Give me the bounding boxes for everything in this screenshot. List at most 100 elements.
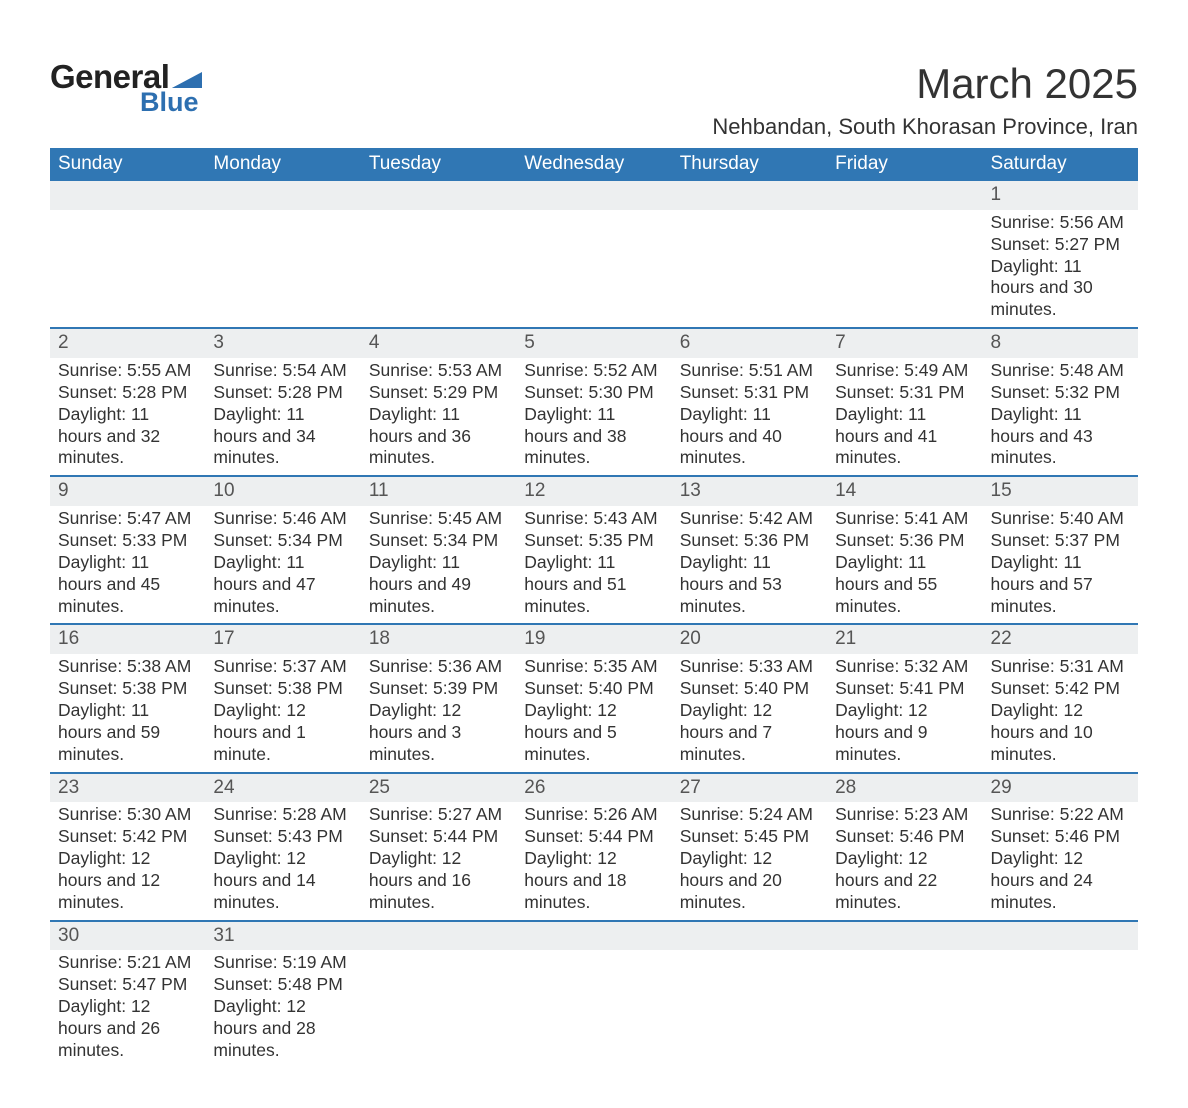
daylight-line: Daylight: 11 hours and 49 minutes. [369,552,508,618]
sunrise-line: Sunrise: 5:42 AM [680,508,819,530]
calendar-thead: SundayMondayTuesdayWednesdayThursdayFrid… [50,148,1138,181]
daylight-line: Daylight: 12 hours and 20 minutes. [680,848,819,914]
day-number-bar: 22 [983,623,1138,654]
daylight-line: Daylight: 11 hours and 34 minutes. [213,404,352,470]
sunset-line: Sunset: 5:27 PM [991,234,1130,256]
day-number-bar [205,181,360,210]
calendar-cell: 4Sunrise: 5:53 AMSunset: 5:29 PMDaylight… [361,327,516,475]
sunrise-line: Sunrise: 5:21 AM [58,952,197,974]
sunset-line: Sunset: 5:36 PM [680,530,819,552]
day-body: Sunrise: 5:53 AMSunset: 5:29 PMDaylight:… [361,358,516,475]
daylight-line: Daylight: 12 hours and 1 minute. [213,700,352,766]
daylight-line: Daylight: 12 hours and 18 minutes. [524,848,663,914]
daylight-line: Daylight: 12 hours and 26 minutes. [58,996,197,1062]
daylight-line: Daylight: 11 hours and 51 minutes. [524,552,663,618]
day-body: Sunrise: 5:54 AMSunset: 5:28 PMDaylight:… [205,358,360,475]
day-number-bar [672,920,827,951]
day-number-bar: 14 [827,475,982,506]
day-body: Sunrise: 5:27 AMSunset: 5:44 PMDaylight:… [361,802,516,919]
calendar-cell: 19Sunrise: 5:35 AMSunset: 5:40 PMDayligh… [516,623,671,771]
day-number-bar: 25 [361,772,516,803]
sunset-line: Sunset: 5:38 PM [58,678,197,700]
sunrise-line: Sunrise: 5:51 AM [680,360,819,382]
day-body: Sunrise: 5:24 AMSunset: 5:45 PMDaylight:… [672,802,827,919]
calendar-cell: 31Sunrise: 5:19 AMSunset: 5:48 PMDayligh… [205,920,360,1068]
calendar-cell: 12Sunrise: 5:43 AMSunset: 5:35 PMDayligh… [516,475,671,623]
header-row: General Blue March 2025 Nehbandan, South… [50,60,1138,140]
calendar-cell: 15Sunrise: 5:40 AMSunset: 5:37 PMDayligh… [983,475,1138,623]
page-title: March 2025 [712,60,1138,108]
daylight-line: Daylight: 12 hours and 7 minutes. [680,700,819,766]
sunset-line: Sunset: 5:37 PM [991,530,1130,552]
day-number-bar: 8 [983,327,1138,358]
calendar-row: 2Sunrise: 5:55 AMSunset: 5:28 PMDaylight… [50,327,1138,475]
sunrise-line: Sunrise: 5:32 AM [835,656,974,678]
sunrise-line: Sunrise: 5:40 AM [991,508,1130,530]
daylight-line: Daylight: 11 hours and 38 minutes. [524,404,663,470]
daylight-line: Daylight: 11 hours and 32 minutes. [58,404,197,470]
calendar-cell: 25Sunrise: 5:27 AMSunset: 5:44 PMDayligh… [361,772,516,920]
sunrise-line: Sunrise: 5:23 AM [835,804,974,826]
day-number-bar: 28 [827,772,982,803]
day-body: Sunrise: 5:31 AMSunset: 5:42 PMDaylight:… [983,654,1138,771]
sunrise-line: Sunrise: 5:38 AM [58,656,197,678]
weekday-header: Monday [205,148,360,181]
sunrise-line: Sunrise: 5:55 AM [58,360,197,382]
calendar-row: 9Sunrise: 5:47 AMSunset: 5:33 PMDaylight… [50,475,1138,623]
sunset-line: Sunset: 5:33 PM [58,530,197,552]
calendar-table: SundayMondayTuesdayWednesdayThursdayFrid… [50,148,1138,1068]
day-body: Sunrise: 5:55 AMSunset: 5:28 PMDaylight:… [50,358,205,475]
sunset-line: Sunset: 5:44 PM [524,826,663,848]
sunrise-line: Sunrise: 5:19 AM [213,952,352,974]
day-number-bar [361,181,516,210]
day-number-bar [827,920,982,951]
day-body [516,210,671,218]
weekday-header: Friday [827,148,982,181]
calendar-cell [361,181,516,327]
page-root: General Blue March 2025 Nehbandan, South… [0,0,1188,1108]
calendar-cell: 6Sunrise: 5:51 AMSunset: 5:31 PMDaylight… [672,327,827,475]
calendar-cell: 29Sunrise: 5:22 AMSunset: 5:46 PMDayligh… [983,772,1138,920]
day-number-bar: 6 [672,327,827,358]
daylight-line: Daylight: 11 hours and 43 minutes. [991,404,1130,470]
sunrise-line: Sunrise: 5:53 AM [369,360,508,382]
calendar-cell: 10Sunrise: 5:46 AMSunset: 5:34 PMDayligh… [205,475,360,623]
daylight-line: Daylight: 12 hours and 10 minutes. [991,700,1130,766]
day-number-bar: 7 [827,327,982,358]
sunrise-line: Sunrise: 5:49 AM [835,360,974,382]
day-body: Sunrise: 5:46 AMSunset: 5:34 PMDaylight:… [205,506,360,623]
day-body: Sunrise: 5:52 AMSunset: 5:30 PMDaylight:… [516,358,671,475]
day-body [672,210,827,218]
calendar-tbody: 1Sunrise: 5:56 AMSunset: 5:27 PMDaylight… [50,181,1138,1068]
sunrise-line: Sunrise: 5:24 AM [680,804,819,826]
daylight-line: Daylight: 11 hours and 47 minutes. [213,552,352,618]
day-body: Sunrise: 5:38 AMSunset: 5:38 PMDaylight:… [50,654,205,771]
sunrise-line: Sunrise: 5:54 AM [213,360,352,382]
day-body: Sunrise: 5:36 AMSunset: 5:39 PMDaylight:… [361,654,516,771]
day-body: Sunrise: 5:28 AMSunset: 5:43 PMDaylight:… [205,802,360,919]
calendar-cell: 30Sunrise: 5:21 AMSunset: 5:47 PMDayligh… [50,920,205,1068]
sunset-line: Sunset: 5:46 PM [835,826,974,848]
calendar-cell: 27Sunrise: 5:24 AMSunset: 5:45 PMDayligh… [672,772,827,920]
sunset-line: Sunset: 5:44 PM [369,826,508,848]
day-number-bar [983,920,1138,951]
sunset-line: Sunset: 5:42 PM [58,826,197,848]
calendar-row: 30Sunrise: 5:21 AMSunset: 5:47 PMDayligh… [50,920,1138,1068]
calendar-cell [672,920,827,1068]
calendar-cell: 22Sunrise: 5:31 AMSunset: 5:42 PMDayligh… [983,623,1138,771]
day-body: Sunrise: 5:47 AMSunset: 5:33 PMDaylight:… [50,506,205,623]
daylight-line: Daylight: 12 hours and 22 minutes. [835,848,974,914]
daylight-line: Daylight: 11 hours and 53 minutes. [680,552,819,618]
sunset-line: Sunset: 5:39 PM [369,678,508,700]
calendar-cell: 8Sunrise: 5:48 AMSunset: 5:32 PMDaylight… [983,327,1138,475]
weekday-header: Thursday [672,148,827,181]
sunrise-line: Sunrise: 5:33 AM [680,656,819,678]
sunrise-line: Sunrise: 5:37 AM [213,656,352,678]
calendar-row: 23Sunrise: 5:30 AMSunset: 5:42 PMDayligh… [50,772,1138,920]
day-number-bar: 19 [516,623,671,654]
day-number-bar: 27 [672,772,827,803]
sunset-line: Sunset: 5:31 PM [680,382,819,404]
sunset-line: Sunset: 5:42 PM [991,678,1130,700]
day-body [827,950,982,958]
sunset-line: Sunset: 5:28 PM [213,382,352,404]
